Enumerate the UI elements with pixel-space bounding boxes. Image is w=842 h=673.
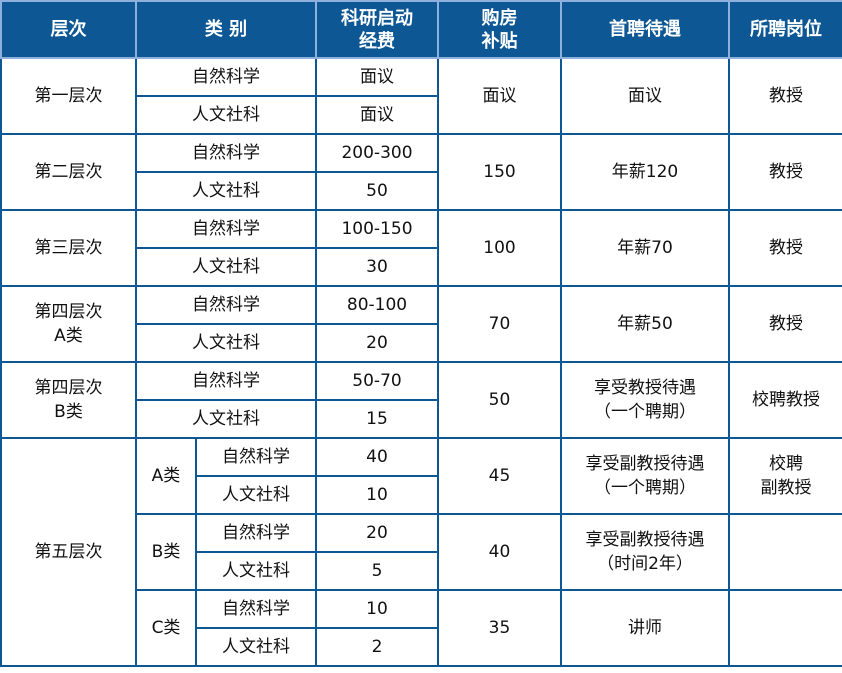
housing-cell: 面议 [437,57,562,135]
header-level: 层次 [0,0,137,59]
housing-cell: 100 [437,209,562,287]
category-hum: 人文社科 [195,551,317,591]
category-sci: 自然科学 [135,361,317,401]
treatment-cell: 享受教授待遇 （一个聘期） [560,361,730,439]
startup-hum: 面议 [315,95,439,135]
category-sci: 自然科学 [135,209,317,249]
startup-hum: 2 [315,627,439,667]
table-row: B类 自然科学 20 40 享受副教授待遇 （时间2年） [1,513,842,591]
startup-sci: 面议 [315,57,439,97]
table-row: 人文社科 50 [1,171,842,211]
table-row: 人文社科 面议 [1,95,842,135]
category-hum: 人文社科 [135,323,317,363]
treatment-cell: 享受副教授待遇 （一个聘期） [560,437,730,515]
category-sci: 自然科学 [135,133,317,173]
table-row: 第四层次 A类 自然科学 80-100 70 年薪50 教授 [0,285,842,363]
treatment-cell: 年薪50 [560,285,730,363]
level-cell: 第五层次 [0,437,137,667]
startup-sci: 80-100 [315,285,439,325]
table-row: 人文社科 20 [1,323,842,363]
position-cell: 教授 [728,285,842,363]
table-row: 人文社科 2 [1,627,842,667]
position-cell [728,589,842,667]
housing-cell: 50 [437,361,562,439]
category-hum: 人文社科 [135,399,317,439]
header-position: 所聘岗位 [728,0,842,59]
table-row: 人文社科 5 [1,551,842,591]
header-housing: 购房 补贴 [437,0,562,59]
table-row: C类 自然科学 10 35 讲师 [1,589,842,667]
table-row: 第三层次 自然科学 100-150 100 年薪70 教授 [0,209,842,287]
housing-cell: 35 [437,589,562,667]
level-cell: 第四层次 A类 [0,285,137,363]
startup-hum: 15 [315,399,439,439]
treatment-cell: 面议 [560,57,730,135]
header-treatment: 首聘待遇 [560,0,730,59]
treatment-cell: 享受副教授待遇 （时间2年） [560,513,730,591]
startup-sci: 40 [315,437,439,477]
header-category: 类 别 [135,0,317,59]
position-cell: 教授 [728,209,842,287]
header-startup: 科研启动 经费 [315,0,439,59]
category-sci: 自然科学 [135,57,317,97]
position-cell: 校聘 副教授 [728,437,842,515]
header-row: 层次 类 别 科研启动 经费 购房 补贴 首聘待遇 所聘岗位 [0,0,842,59]
category-hum: 人文社科 [135,247,317,287]
table-row: 第一层次 自然科学 面议 面议 面议 教授 [0,57,842,135]
level-cell: 第三层次 [0,209,137,287]
startup-hum: 5 [315,551,439,591]
housing-cell: 70 [437,285,562,363]
startup-hum: 10 [315,475,439,515]
table-row: 第五层次 A类 自然科学 40 45 享受副教授待遇 （一个聘期） 校聘 副教授 [0,437,842,667]
treatment-cell: 年薪70 [560,209,730,287]
startup-sci: 10 [315,589,439,629]
subgroup-cell: A类 [135,437,197,515]
startup-hum: 20 [315,323,439,363]
level-cell: 第二层次 [0,133,137,211]
startup-hum: 50 [315,171,439,211]
startup-sci: 20 [315,513,439,553]
category-sci: 自然科学 [195,437,317,477]
housing-cell: 150 [437,133,562,211]
treatment-cell: 讲师 [560,589,730,667]
startup-sci: 100-150 [315,209,439,249]
startup-hum: 30 [315,247,439,287]
category-hum: 人文社科 [135,95,317,135]
table-row: 第二层次 自然科学 200-300 150 年薪120 教授 [0,133,842,211]
position-cell: 教授 [728,57,842,135]
table-row: 第四层次 B类 自然科学 50-70 50 享受教授待遇 （一个聘期） 校聘教授 [0,361,842,439]
subgroup-cell: B类 [135,513,197,591]
subgroup-cell: C类 [135,589,197,667]
position-cell: 校聘教授 [728,361,842,439]
position-cell [728,513,842,591]
level-cell: 第四层次 B类 [0,361,137,439]
startup-sci: 200-300 [315,133,439,173]
category-hum: 人文社科 [135,171,317,211]
category-sci: 自然科学 [195,513,317,553]
category-sci: 自然科学 [195,589,317,629]
housing-cell: 40 [437,513,562,591]
table-row: 人文社科 10 [1,475,842,515]
housing-cell: 45 [437,437,562,515]
table-row: 人文社科 30 [1,247,842,287]
startup-sci: 50-70 [315,361,439,401]
category-sci: 自然科学 [135,285,317,325]
category-hum: 人文社科 [195,627,317,667]
position-cell: 教授 [728,133,842,211]
category-hum: 人文社科 [195,475,317,515]
level-cell: 第一层次 [0,57,137,135]
treatment-cell: 年薪120 [560,133,730,211]
table-row: 人文社科 15 [1,399,842,439]
